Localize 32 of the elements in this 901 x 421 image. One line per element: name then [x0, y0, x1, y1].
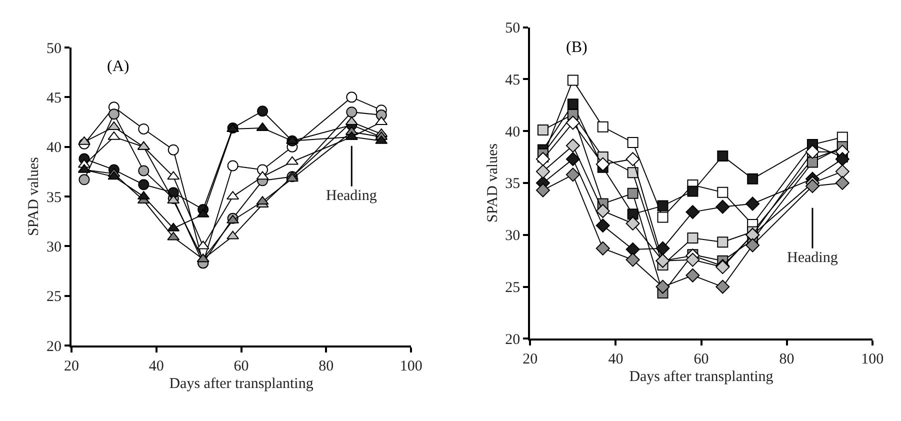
y-tick-label: 40: [46, 140, 62, 156]
x-tick-label: 20: [64, 358, 80, 375]
y-tick-label: 30: [505, 228, 520, 244]
y-tick-label: 45: [505, 72, 520, 88]
y-tick-label: 50: [46, 40, 62, 57]
y-tick-label: 25: [505, 280, 520, 296]
y-axis-title: SPAD values: [26, 156, 42, 236]
y-tick-label: 25: [46, 289, 62, 306]
y-axis-title: SPAD values: [484, 143, 501, 222]
y-tick-label: 45: [46, 90, 62, 106]
x-axis-title: Days after transplanting: [169, 376, 314, 392]
x-tick-label: 80: [779, 352, 794, 368]
y-tick-label: 20: [505, 332, 520, 348]
x-tick-label: 60: [234, 358, 249, 375]
x-tick-label: 100: [400, 358, 422, 375]
x-axis-title: Days after transplanting: [629, 369, 774, 386]
x-tick-label: 40: [148, 358, 164, 375]
x-tick-label: 60: [694, 352, 709, 368]
y-tick-label: 35: [46, 190, 62, 206]
y-tick-label: 20: [46, 338, 62, 355]
y-tick-label: 35: [505, 176, 520, 192]
x-tick-label: 80: [318, 358, 334, 375]
annotation: Heading: [326, 188, 378, 204]
x-tick-label: 20: [522, 352, 538, 368]
annotation: Heading: [787, 250, 838, 266]
y-tick-label: 40: [505, 124, 520, 140]
x-tick-label: 100: [861, 352, 884, 368]
text: (A): [107, 58, 130, 75]
text: (B): [566, 39, 588, 56]
x-tick-label: 40: [608, 352, 624, 368]
y-tick-label: 50: [505, 20, 520, 36]
y-tick-label: 30: [46, 239, 62, 256]
